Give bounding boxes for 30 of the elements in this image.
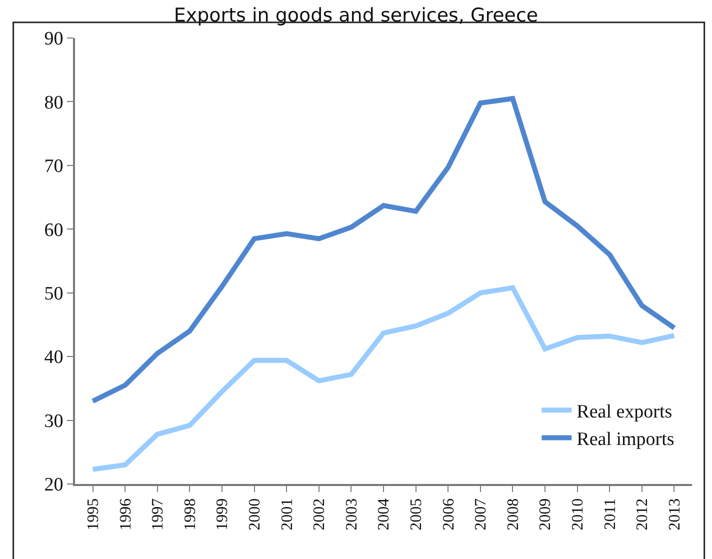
y-tick-label: 20 [44,474,64,496]
x-tick-label: 2006 [440,498,458,530]
y-tick-label: 90 [44,28,64,50]
x-tick-label: 2008 [504,498,522,530]
y-tick-label: 40 [44,347,64,368]
y-tick-label: 70 [44,156,64,178]
y-tick-label: 80 [44,92,64,114]
x-tick-label: 1995 [84,498,102,530]
x-tick-label: 2007 [472,498,490,530]
x-tick-label: 1996 [117,498,134,530]
x-tick-label: 2001 [278,498,296,530]
y-tick-label: 50 [44,284,64,305]
x-tick-label: 2009 [537,498,554,530]
x-tick-label: 1999 [214,498,232,530]
chart-title: Exports in goods and services, Greece [174,4,538,27]
legend-label: Real exports [576,402,672,422]
x-tick-label: 2010 [570,498,587,530]
x-tick-label: 2002 [311,498,328,530]
x-tick-label: 2013 [666,498,684,530]
x-tick-label: 2011 [602,498,619,530]
x-tick-label: 1997 [150,498,167,530]
x-tick-label: 2003 [343,498,360,530]
x-tick-label: 2012 [634,498,652,530]
x-tick-label: 2005 [408,498,425,530]
x-tick-label: 2000 [246,498,264,530]
y-tick-label: 30 [44,410,64,432]
legend-label: Real imports [576,429,674,450]
y-tick-label: 60 [44,220,64,241]
x-tick-label: 1998 [182,498,199,530]
x-tick-label: 2004 [376,498,393,530]
